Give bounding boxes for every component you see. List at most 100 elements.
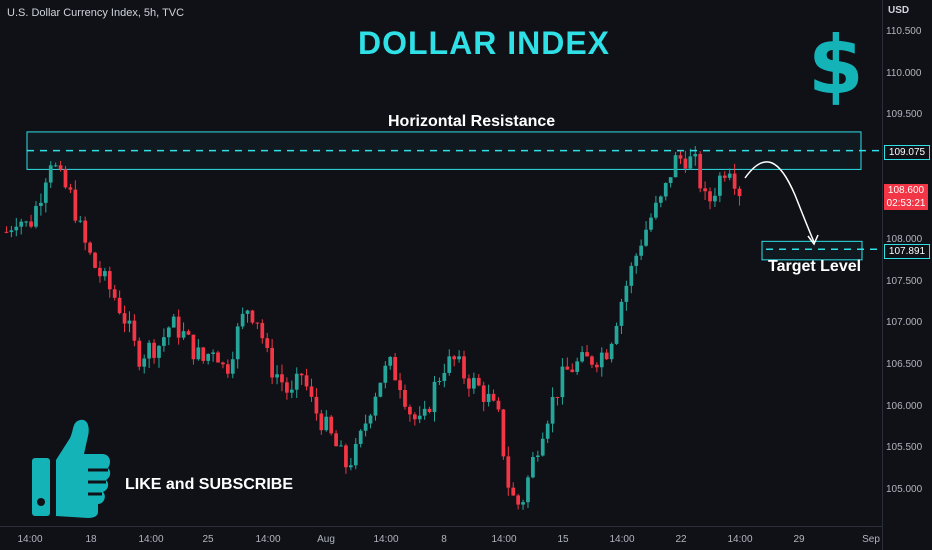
candle-body	[481, 385, 486, 402]
candle-body	[127, 320, 132, 324]
candle-body	[496, 400, 501, 410]
candle-body	[634, 255, 639, 266]
candle-body	[580, 352, 584, 362]
candle-body	[309, 386, 314, 397]
candle-body	[737, 188, 742, 197]
candle-body	[545, 423, 550, 439]
price-tick: 109.500	[886, 109, 923, 121]
candle-body	[43, 182, 48, 203]
candle-body	[98, 267, 102, 277]
candle-body	[112, 289, 117, 298]
candle-body	[639, 245, 643, 256]
price-tick: 105.500	[886, 442, 923, 454]
time-axis-line	[0, 526, 882, 527]
candle-body	[9, 230, 14, 233]
candle-body	[363, 423, 368, 431]
candle-body	[506, 456, 511, 488]
candle-body	[585, 352, 589, 357]
candle-body	[663, 182, 668, 197]
candle-body	[590, 356, 594, 365]
thumbs-up-icon	[32, 419, 111, 518]
candle-body	[339, 445, 343, 447]
candle-body	[408, 406, 412, 415]
candle-body	[595, 364, 599, 368]
candle-body	[560, 366, 565, 398]
candle-body	[476, 377, 481, 386]
time-tick: 8	[441, 534, 447, 545]
candle-body	[250, 310, 255, 323]
candle-body	[34, 205, 38, 227]
candle-body	[171, 316, 176, 328]
candle-body	[166, 327, 171, 338]
candle-body	[280, 374, 284, 383]
candle-body	[196, 347, 201, 360]
time-tick: 14:00	[609, 534, 635, 545]
chart-title: DOLLAR INDEX	[358, 25, 610, 61]
time-tick: Sep	[862, 534, 880, 545]
candle-body	[373, 396, 378, 416]
candle-body	[176, 316, 181, 338]
candle-body	[727, 173, 732, 178]
price-tick: 110.000	[886, 67, 922, 79]
candle-body	[270, 347, 274, 378]
projection-arrowhead	[807, 234, 819, 246]
time-tick: 22	[675, 534, 687, 545]
candle-body	[132, 320, 137, 341]
candle-body	[619, 301, 624, 326]
candle-body	[29, 221, 33, 227]
resistance-price-badge: 109.075	[884, 145, 930, 160]
levels-layer	[27, 149, 882, 251]
last-price-value: 108.600	[887, 185, 925, 196]
price-tick: 110.500	[886, 26, 922, 37]
candle-body	[693, 153, 698, 157]
candle-body	[718, 175, 722, 196]
candle-body	[629, 265, 634, 286]
candle-body	[599, 352, 604, 368]
candle-body	[732, 173, 737, 189]
candle-body	[265, 338, 270, 348]
candles-layer	[4, 145, 742, 510]
candle-body	[575, 361, 580, 372]
candle-body	[452, 356, 457, 360]
candle-body	[358, 430, 363, 444]
candle-body	[221, 362, 225, 365]
candle-body	[673, 155, 678, 178]
candle-body	[226, 364, 230, 374]
candle-body	[688, 156, 693, 169]
candle-body	[555, 396, 560, 398]
candle-body	[609, 343, 614, 360]
candle-body	[314, 396, 319, 414]
candle-body	[19, 221, 24, 227]
price-tick: 108.000	[886, 234, 923, 246]
bar-countdown: 02:53:21	[886, 198, 926, 209]
price-tick: 107.000	[886, 317, 923, 329]
candle-body	[649, 217, 653, 230]
candle-body	[63, 169, 68, 188]
candle-body	[698, 153, 703, 189]
candle-body	[122, 313, 127, 324]
time-tick: 29	[793, 534, 805, 545]
candle-body	[422, 408, 427, 416]
candle-body	[245, 310, 250, 314]
dollar-sign-icon: $	[808, 19, 864, 112]
price-axis[interactable]	[882, 0, 932, 550]
candle-body	[334, 433, 338, 447]
candle-body	[137, 340, 142, 367]
candle-body	[260, 323, 265, 339]
candle-body	[393, 356, 397, 381]
candle-body	[472, 377, 476, 389]
candle-body	[152, 342, 156, 358]
candle-body	[186, 331, 191, 335]
candle-body	[93, 252, 97, 268]
symbol-label: U.S. Dollar Currency Index, 5h, TVC	[7, 7, 185, 19]
candle-body	[68, 187, 73, 190]
candle-body	[383, 365, 388, 383]
candle-body	[526, 477, 530, 503]
candle-body	[216, 352, 220, 363]
candle-body	[117, 297, 122, 314]
candle-body	[683, 158, 688, 169]
candle-body	[157, 345, 161, 358]
candle-body	[511, 487, 516, 496]
candle-body	[378, 382, 383, 397]
